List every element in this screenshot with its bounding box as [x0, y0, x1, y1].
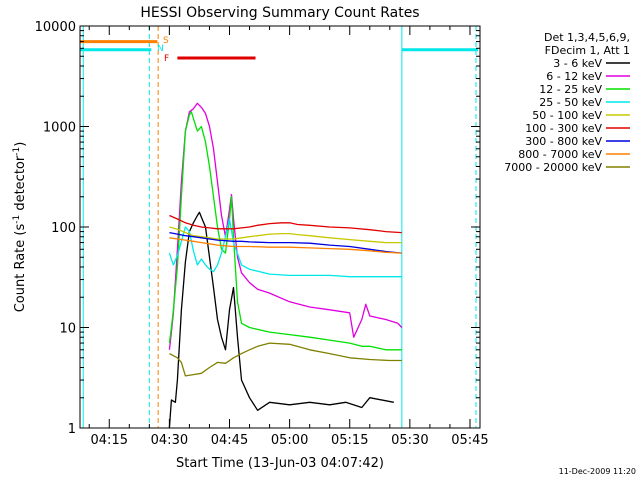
legend-label-7: 800 - 7000 keV: [518, 148, 602, 161]
y-axis-label-sup2: -1: [12, 147, 22, 156]
series-line-6: [169, 231, 402, 254]
y-tick-label-1: 10: [59, 322, 76, 337]
series-line-5: [169, 214, 402, 234]
y-tick-label-4: 10000: [35, 20, 76, 35]
y-axis-label-mid: detector: [13, 155, 28, 215]
y-axis-label-main: Count Rate (s: [13, 224, 28, 313]
series-line-4: [169, 226, 402, 244]
legend: Det 1,3,4,5,6,9,FDecim 1, Att 13 - 6 keV…: [504, 31, 630, 174]
chart-title: HESSI Observing Summary Count Rates: [140, 5, 419, 21]
plot-frame: [79, 25, 481, 429]
x-tick-label-3: 05:00: [271, 433, 308, 448]
flag-label-2: F: [164, 54, 169, 64]
y-axis-label: Count Rate (s-1 detector-1): [12, 142, 28, 313]
series-line-7: [169, 237, 402, 254]
legend-header-0: Det 1,3,4,5,6,9,: [544, 31, 630, 44]
y-tick-label-2: 100: [51, 221, 76, 236]
flag-label-0: S: [163, 36, 169, 46]
x-tick-label-6: 05:45: [451, 433, 488, 448]
x-tick-label-4: 05:15: [331, 433, 368, 448]
legend-label-4: 50 - 100 keV: [532, 109, 602, 122]
timestamp: 11-Dec-2009 11:20: [559, 467, 636, 476]
legend-label-1: 6 - 12 keV: [546, 70, 602, 83]
legend-header-1: FDecim 1, Att 1: [545, 44, 630, 57]
y-axis-label-end: ): [13, 142, 28, 147]
series-line-3: [168, 218, 402, 278]
x-axis-ticks: 04:15 04:30 04:45 05:00 05:15 05:30 05:45: [88, 26, 489, 448]
x-axis-label: Start Time (13-Jun-03 04:07:42): [176, 456, 384, 471]
y-tick-label-0: 1: [68, 422, 76, 437]
legend-label-3: 25 - 50 keV: [539, 96, 602, 109]
observing-flags: SNF: [80, 36, 478, 64]
x-tick-label-5: 05:30: [391, 433, 428, 448]
y-axis-label-sup1: -1: [12, 215, 22, 224]
flag-label-1: N: [157, 44, 164, 54]
legend-label-8: 7000 - 20000 keV: [504, 161, 602, 174]
x-tick-label-1: 04:30: [151, 433, 188, 448]
y-axis-ticks: 1 10 100 1000 10000: [35, 20, 480, 437]
legend-label-0: 3 - 6 keV: [553, 57, 602, 70]
time-interval-markers: [82, 26, 477, 428]
series-line-2: [168, 111, 402, 351]
x-tick-label-2: 04:45: [211, 433, 248, 448]
legend-label-2: 12 - 25 keV: [539, 83, 602, 96]
series-line-1: [168, 102, 403, 350]
legend-label-5: 100 - 300 keV: [525, 122, 602, 135]
legend-label-6: 300 - 800 keV: [525, 135, 602, 148]
series-line-0: [168, 211, 394, 429]
x-tick-label-0: 04:15: [91, 433, 128, 448]
series-line-8: [169, 342, 402, 377]
count-rate-series: [168, 102, 403, 429]
y-tick-label-3: 1000: [43, 121, 76, 136]
